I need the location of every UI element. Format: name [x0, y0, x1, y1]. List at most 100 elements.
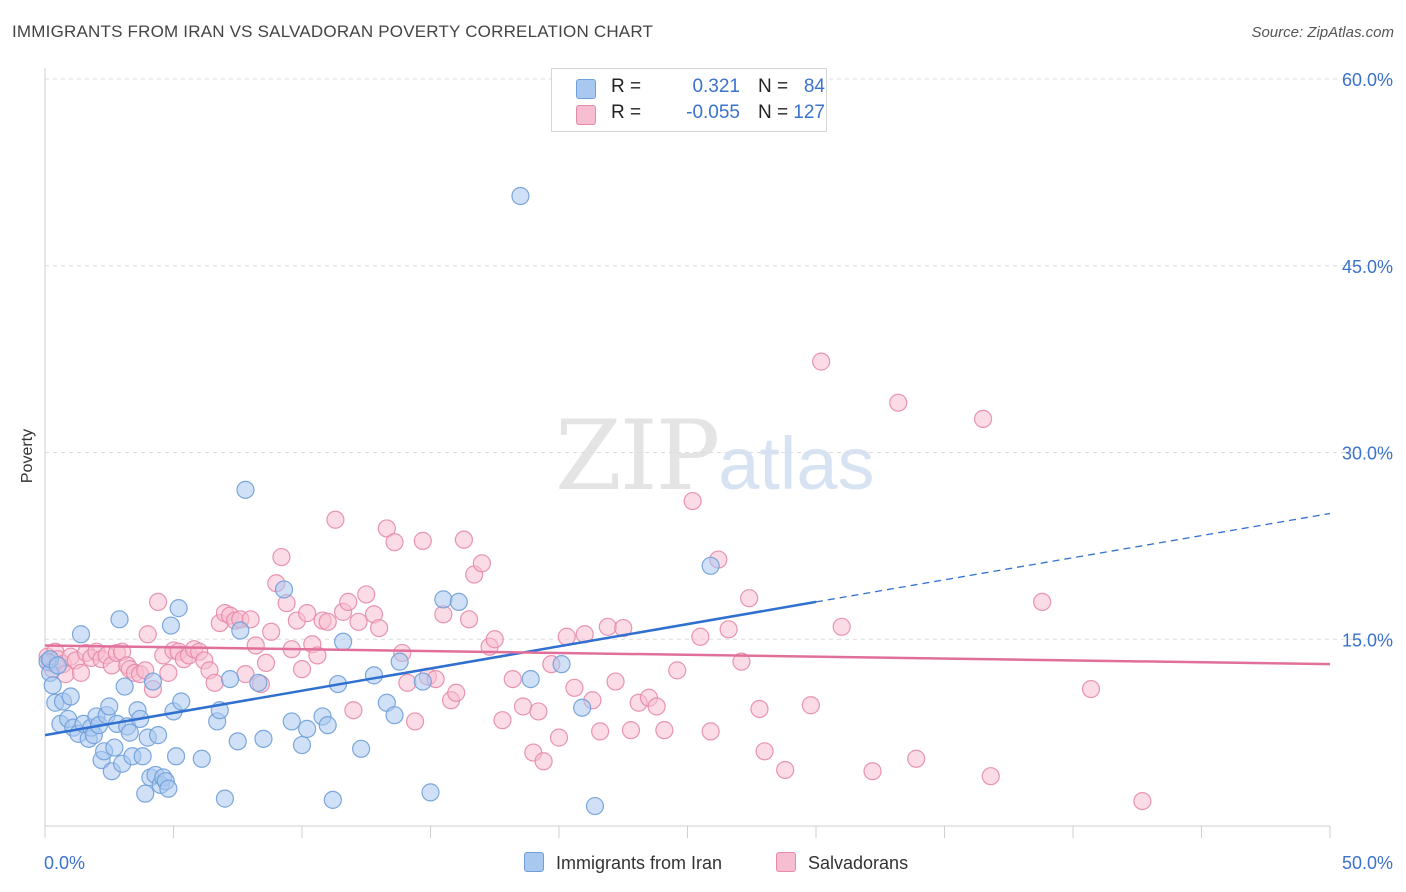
salvadoran-point	[71, 663, 91, 682]
iran-point	[43, 676, 62, 695]
salvadoran-point	[776, 760, 795, 780]
salvadoran-point	[454, 530, 474, 549]
salvadoran-point	[308, 646, 327, 665]
iran-point	[352, 739, 371, 758]
salvadoran-point	[405, 712, 425, 731]
iran-point	[110, 610, 129, 629]
salvadoran-point	[398, 673, 417, 692]
iran-point	[159, 779, 178, 798]
iran-point	[192, 749, 211, 768]
iran-point	[236, 480, 255, 499]
y-tick-label: 15.0%	[1342, 630, 1393, 650]
iran-point	[172, 692, 191, 711]
salvadoran-point	[246, 636, 265, 655]
iran-point	[573, 698, 592, 717]
salvadoran-point	[256, 653, 276, 673]
watermark-atlas: atlas	[718, 422, 875, 505]
iran-point	[231, 621, 250, 640]
legend-n-value: 127	[793, 102, 825, 123]
salvadoran-point	[1081, 679, 1101, 699]
salvadoran-point	[832, 617, 851, 636]
iran-point	[120, 723, 139, 742]
y-tick-label: 60.0%	[1342, 70, 1393, 90]
salvadoran-point	[493, 711, 512, 730]
iran-point	[292, 735, 312, 755]
bottom-legend-salvadorans: Salvadorans	[776, 852, 908, 874]
salvadoran-point	[719, 620, 738, 639]
salvadoran-point	[621, 721, 641, 740]
bottom-legend-iran: Immigrants from Iran	[524, 852, 722, 874]
legend-r-value: -0.055	[686, 102, 740, 123]
chart-title: IMMIGRANTS FROM IRAN VS SALVADORAN POVER…	[12, 22, 654, 41]
legend-swatch-iran	[576, 79, 596, 99]
salvadoran-point	[1033, 592, 1052, 612]
iran-point	[318, 716, 337, 735]
correlation-legend: R = 0.321 N = 84 R = -0.055 N = 127	[551, 68, 827, 132]
salvadoran-point	[298, 604, 317, 623]
salvadoran-point	[668, 661, 687, 680]
iran-point	[254, 729, 273, 748]
salvadoran-point	[377, 519, 396, 538]
salvadoran-point	[349, 612, 368, 631]
salvadoran-point	[598, 617, 617, 636]
salvadoran-point	[370, 618, 389, 638]
legend-n-value: 84	[803, 76, 825, 97]
salvadoran-point	[755, 742, 774, 761]
iran-point	[136, 784, 155, 803]
salvadoran-point	[241, 610, 260, 629]
iran-point	[105, 738, 124, 757]
salvadoran-point	[318, 612, 337, 631]
legend-r-label: R =	[611, 102, 642, 123]
iran-point	[249, 673, 268, 692]
bottom-legend-label-salvadorans: Salvadorans	[808, 853, 909, 873]
salvadoran-point	[655, 721, 674, 740]
salvadoran-point	[503, 669, 522, 689]
salvadoran-point	[534, 752, 553, 771]
legend-n-label: N =	[758, 102, 789, 123]
legend-n-label: N =	[758, 76, 789, 97]
salvadoran-point	[907, 749, 926, 768]
salvadoran-point	[732, 652, 751, 671]
iran-point	[390, 652, 409, 671]
bottom-legend-swatch-iran	[524, 852, 544, 872]
legend-r-label: R =	[611, 76, 642, 97]
salvadoran-point	[801, 696, 820, 715]
salvadoran-point	[413, 531, 432, 550]
iran-point	[228, 732, 247, 751]
salvadoran-point	[513, 697, 533, 716]
salvadoran-point	[812, 352, 831, 371]
iran-point	[161, 616, 181, 635]
salvadoran-point	[339, 592, 358, 612]
legend-swatch-salvadorans	[576, 105, 596, 125]
salvadoran-point	[385, 533, 404, 552]
salvadoran-point	[565, 678, 584, 697]
iran-point	[115, 677, 134, 696]
salvadoran-point	[701, 722, 720, 741]
iran-point	[100, 697, 119, 716]
iran-point	[521, 669, 540, 689]
salvadoran-point	[606, 672, 625, 691]
iran-point	[413, 672, 432, 691]
salvadoran-trend-line	[44, 644, 1331, 666]
salvadoran-point	[683, 491, 702, 511]
salvadoran-point	[272, 547, 291, 567]
iran-point	[385, 706, 404, 725]
iran-point	[166, 747, 186, 766]
legend-r-value: 0.321	[692, 76, 740, 97]
salvadoran-point	[529, 702, 548, 721]
salvadoran-point	[138, 625, 157, 644]
salvadoran-point	[344, 701, 363, 720]
salvadoran-point	[691, 627, 710, 646]
salvadoran-point	[357, 585, 376, 604]
salvadoran-point	[326, 510, 345, 529]
salvadoran-point	[485, 630, 504, 649]
iran-point	[215, 789, 234, 808]
salvadoran-point	[205, 673, 224, 692]
x-tick-label: 50.0%	[1342, 853, 1393, 873]
y-tick-label: 30.0%	[1342, 444, 1393, 464]
iran-point	[71, 625, 91, 644]
salvadoran-point	[614, 618, 633, 638]
salvadoran-point	[549, 728, 569, 747]
iran-trend-line	[44, 600, 817, 737]
